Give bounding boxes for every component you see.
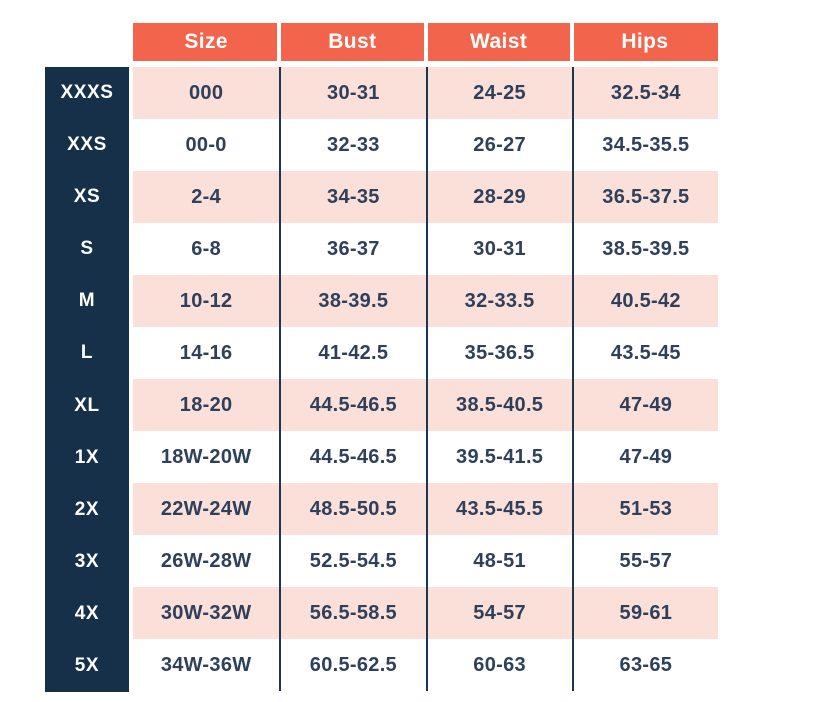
size-label: XXS	[67, 134, 107, 156]
table-cell: 22W-24W	[160, 497, 252, 520]
size-label: L	[80, 342, 94, 364]
size-label: XL	[74, 394, 100, 416]
table-cell: 10-12	[179, 289, 233, 312]
size-label: 3X	[74, 550, 100, 572]
header-separator	[569, 23, 574, 61]
table-row: 18W-20W 44.5-46.5 39.5-41.5 47-49	[133, 431, 718, 483]
table-cell: 18-20	[179, 393, 233, 416]
table-row: 34W-36W 60.5-62.5 60-63 63-65	[133, 639, 718, 691]
table-cell: 30-31	[279, 67, 425, 119]
table-cell: 44.5-46.5	[279, 379, 425, 431]
table-cell: 43.5-45	[571, 327, 718, 379]
table-cell: 32-33.5	[425, 275, 572, 327]
table-cell: 47-49	[571, 431, 718, 483]
size-label: M	[78, 290, 96, 312]
table-cell: 14-16	[179, 341, 233, 364]
table-cell: 44.5-46.5	[279, 431, 425, 483]
table-cell: 30-31	[425, 223, 572, 275]
table-cell: 38.5-39.5	[571, 223, 718, 275]
table-cell: 26W-28W	[160, 549, 252, 572]
table-cell: 2-4	[191, 185, 222, 208]
table-cell: 54-57	[425, 587, 572, 639]
table-row: 000 30-31 24-25 32.5-34	[133, 67, 718, 119]
table-row: 14-16 41-42.5 35-36.5 43.5-45	[133, 327, 718, 379]
table-cell: 48-51	[425, 535, 572, 587]
table-row: 6-8 36-37 30-31 38.5-39.5	[133, 223, 718, 275]
table-cell: 18W-20W	[160, 445, 252, 468]
table-cell: 34-35	[279, 171, 425, 223]
table-row: 30W-32W 56.5-58.5 54-57 59-61	[133, 587, 718, 639]
size-label: 4X	[74, 602, 100, 624]
table-cell: 6-8	[191, 237, 222, 260]
size-label: 5X	[74, 654, 100, 676]
size-label: 1X	[74, 446, 100, 468]
table-cell: 38-39.5	[279, 275, 425, 327]
table-cell: 56.5-58.5	[279, 587, 425, 639]
table-cell: 00-0	[185, 133, 227, 156]
table-cell: 36.5-37.5	[571, 171, 718, 223]
table-cell: 000	[188, 81, 224, 104]
table-row: 18-20 44.5-46.5 38.5-40.5 47-49	[133, 379, 718, 431]
table-row: 10-12 38-39.5 32-33.5 40.5-42	[133, 275, 718, 327]
table-cell: 24-25	[425, 67, 572, 119]
size-label: XXXS	[60, 82, 114, 104]
size-label-column: XXXS XXS XS S M L XL 1X 2X 3X 4X 5X	[45, 67, 129, 692]
table-cell: 60.5-62.5	[279, 639, 425, 691]
column-header-bust: Bust	[328, 30, 377, 53]
header-separator	[423, 23, 428, 61]
table-row: 2-4 34-35 28-29 36.5-37.5	[133, 171, 718, 223]
table-cell: 41-42.5	[279, 327, 425, 379]
table-cell: 59-61	[571, 587, 718, 639]
table-cell: 32-33	[279, 119, 425, 171]
table-cell: 35-36.5	[425, 327, 572, 379]
table-cell: 28-29	[425, 171, 572, 223]
table-body: 000 30-31 24-25 32.5-34 00-0 32-33 26-27 34.5-3…	[133, 67, 718, 691]
table-header-row: Size Bust Waist Hips	[133, 23, 718, 61]
table-cell: 51-53	[571, 483, 718, 535]
table-cell: 34.5-35.5	[571, 119, 718, 171]
table-cell: 38.5-40.5	[425, 379, 572, 431]
table-cell: 26-27	[425, 119, 572, 171]
table-cell: 47-49	[571, 379, 718, 431]
column-header-size: Size	[184, 30, 228, 53]
table-cell: 39.5-41.5	[425, 431, 572, 483]
table-cell: 34W-36W	[160, 653, 252, 676]
table-row: 26W-28W 52.5-54.5 48-51 55-57	[133, 535, 718, 587]
table-cell: 55-57	[571, 535, 718, 587]
table-cell: 63-65	[571, 639, 718, 691]
size-label: 2X	[74, 498, 100, 520]
column-header-hips: Hips	[621, 30, 669, 53]
table-row: 22W-24W 48.5-50.5 43.5-45.5 51-53	[133, 483, 718, 535]
table-cell: 48.5-50.5	[279, 483, 425, 535]
table-cell: 30W-32W	[160, 601, 252, 624]
column-header-waist: Waist	[470, 30, 528, 53]
table-cell: 32.5-34	[571, 67, 718, 119]
size-label: XS	[73, 186, 101, 208]
header-separator	[277, 23, 282, 61]
table-cell: 52.5-54.5	[279, 535, 425, 587]
size-label: S	[80, 238, 94, 260]
table-cell: 60-63	[425, 639, 572, 691]
table-cell: 40.5-42	[571, 275, 718, 327]
table-cell: 43.5-45.5	[425, 483, 572, 535]
table-row: 00-0 32-33 26-27 34.5-35.5	[133, 119, 718, 171]
table-cell: 36-37	[279, 223, 425, 275]
